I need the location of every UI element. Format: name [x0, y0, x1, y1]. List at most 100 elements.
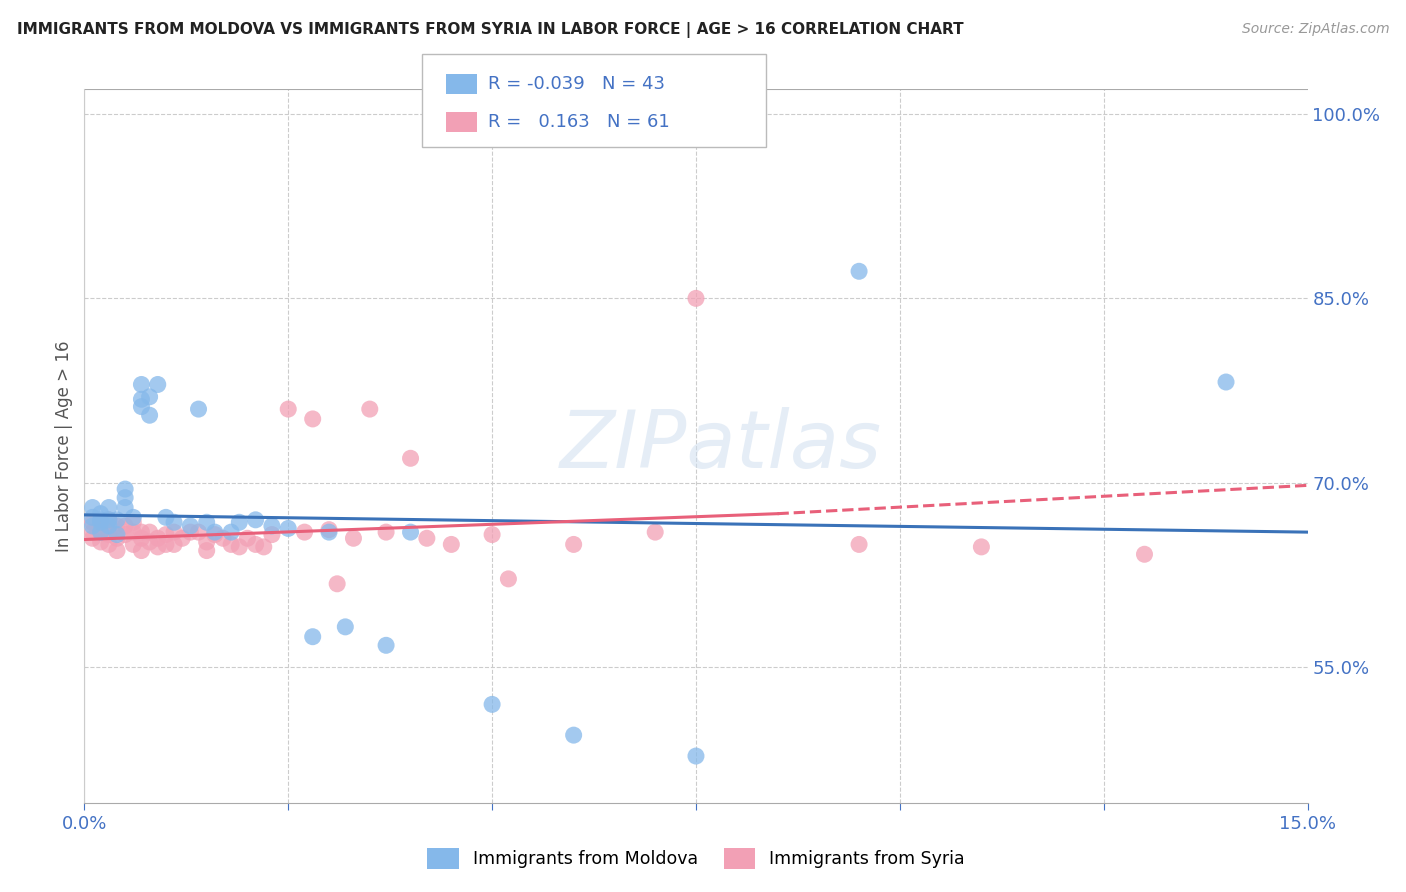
Point	[416, 531, 439, 545]
Y-axis label: In Labor Force | Age > 16: In Labor Force | Age > 16	[55, 340, 73, 552]
Point	[131, 377, 153, 392]
Point	[399, 451, 422, 466]
Point	[318, 525, 340, 540]
Point	[122, 516, 145, 530]
Point	[301, 630, 323, 644]
Point	[335, 620, 357, 634]
Point	[204, 527, 226, 541]
Point	[172, 531, 194, 545]
Point	[138, 390, 160, 404]
Point	[146, 540, 169, 554]
Point	[97, 527, 120, 541]
Point	[105, 527, 128, 541]
Point	[294, 525, 316, 540]
Point	[114, 527, 136, 541]
Point	[138, 535, 160, 549]
Point	[82, 531, 104, 545]
Point	[97, 525, 120, 540]
Point	[131, 400, 153, 414]
Point	[236, 531, 259, 545]
Point	[277, 521, 299, 535]
Point	[481, 698, 503, 712]
Point	[90, 513, 112, 527]
Point	[114, 491, 136, 505]
Point	[326, 576, 349, 591]
Point	[970, 540, 993, 554]
Point	[848, 264, 870, 278]
Point	[644, 525, 666, 540]
Point	[122, 537, 145, 551]
Text: Source: ZipAtlas.com: Source: ZipAtlas.com	[1241, 22, 1389, 37]
Point	[562, 728, 585, 742]
Point	[122, 510, 145, 524]
Point	[155, 527, 177, 541]
Point	[848, 537, 870, 551]
Point	[195, 543, 218, 558]
Text: R = -0.039   N = 43: R = -0.039 N = 43	[488, 75, 665, 93]
Point	[105, 543, 128, 558]
Point	[212, 531, 235, 545]
Point	[301, 412, 323, 426]
Point	[105, 513, 128, 527]
Point	[131, 525, 153, 540]
Point	[179, 519, 201, 533]
Point	[155, 510, 177, 524]
Point	[195, 516, 218, 530]
Point	[114, 500, 136, 515]
Point	[97, 513, 120, 527]
Point	[245, 513, 267, 527]
Point	[179, 525, 201, 540]
Point	[138, 409, 160, 423]
Point	[399, 525, 422, 540]
Point	[90, 516, 112, 530]
Point	[1133, 547, 1156, 561]
Point	[146, 531, 169, 545]
Point	[155, 537, 177, 551]
Point	[318, 523, 340, 537]
Point	[97, 537, 120, 551]
Point	[163, 516, 186, 530]
Point	[359, 402, 381, 417]
Point	[90, 516, 112, 530]
Point	[219, 525, 242, 540]
Point	[375, 638, 398, 652]
Point	[138, 525, 160, 540]
Text: ZIPatlas: ZIPatlas	[560, 407, 882, 485]
Point	[122, 525, 145, 540]
Point	[204, 525, 226, 540]
Point	[375, 525, 398, 540]
Point	[187, 402, 209, 417]
Point	[97, 500, 120, 515]
Point	[131, 543, 153, 558]
Point	[195, 535, 218, 549]
Point	[685, 291, 707, 305]
Point	[97, 519, 120, 533]
Point	[260, 519, 283, 533]
Point	[105, 531, 128, 545]
Point	[82, 525, 104, 540]
Point	[105, 519, 128, 533]
Point	[90, 525, 112, 540]
Point	[163, 537, 186, 551]
Point	[228, 516, 250, 530]
Point	[82, 500, 104, 515]
Point	[219, 537, 242, 551]
Legend: Immigrants from Moldova, Immigrants from Syria: Immigrants from Moldova, Immigrants from…	[420, 841, 972, 876]
Point	[260, 527, 283, 541]
Point	[498, 572, 520, 586]
Text: R =   0.163   N = 61: R = 0.163 N = 61	[488, 113, 669, 131]
Point	[82, 519, 104, 533]
Point	[228, 540, 250, 554]
Point	[82, 516, 104, 530]
Point	[685, 749, 707, 764]
Point	[146, 377, 169, 392]
Point	[131, 531, 153, 545]
Point	[277, 402, 299, 417]
Point	[131, 392, 153, 407]
Point	[245, 537, 267, 551]
Point	[114, 519, 136, 533]
Point	[481, 527, 503, 541]
Point	[90, 525, 112, 540]
Point	[342, 531, 364, 545]
Point	[163, 525, 186, 540]
